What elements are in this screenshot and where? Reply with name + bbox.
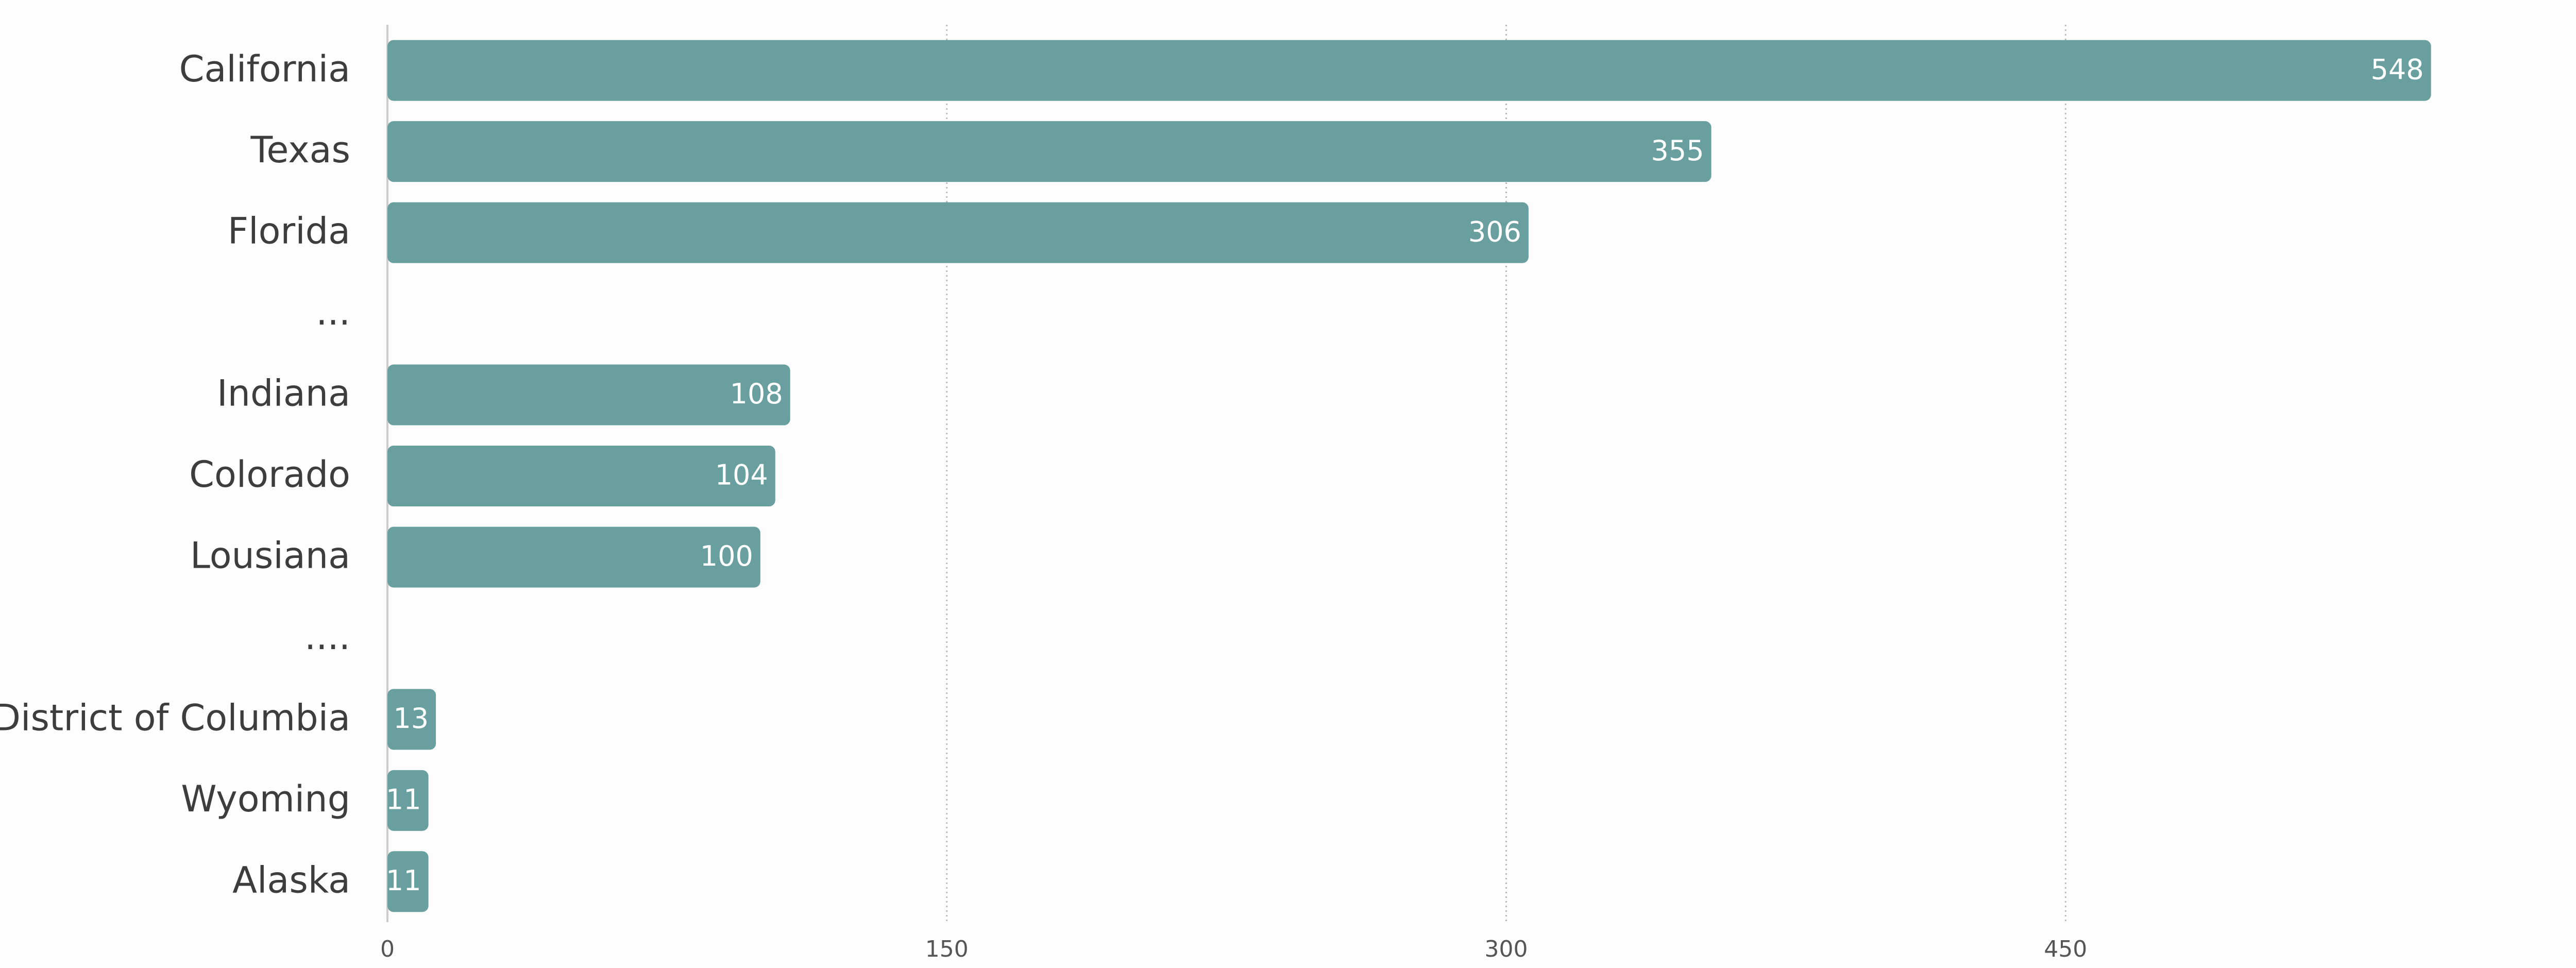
bar bbox=[387, 527, 760, 588]
category-label: Lousiana bbox=[190, 534, 350, 576]
category-label: California bbox=[179, 48, 350, 90]
value-label: 11 bbox=[386, 864, 421, 897]
bar bbox=[387, 689, 436, 750]
category-label: Texas bbox=[250, 129, 351, 171]
bar bbox=[387, 364, 790, 426]
value-label: 108 bbox=[730, 378, 783, 410]
value-label: 306 bbox=[1468, 215, 1521, 248]
category-label: Colorado bbox=[189, 453, 350, 496]
value-label: 548 bbox=[2371, 53, 2424, 86]
category-label: District of Columbia bbox=[0, 697, 350, 739]
bar bbox=[387, 446, 775, 506]
value-label: 100 bbox=[700, 540, 753, 572]
value-label: 104 bbox=[715, 459, 768, 491]
x-tick-label: 150 bbox=[925, 936, 969, 962]
x-tick-label: 300 bbox=[1485, 936, 1528, 962]
value-label: 13 bbox=[393, 702, 429, 735]
category-label: .... bbox=[304, 616, 350, 658]
bar bbox=[387, 851, 429, 912]
category-label: Indiana bbox=[217, 372, 350, 415]
x-tick-label: 450 bbox=[2044, 936, 2087, 962]
bar bbox=[387, 202, 1529, 263]
value-label: 355 bbox=[1651, 134, 1704, 167]
category-label: Wyoming bbox=[181, 778, 350, 820]
bar bbox=[387, 121, 1711, 182]
bar bbox=[387, 770, 429, 831]
value-label: 11 bbox=[386, 783, 421, 816]
x-tick-label: 0 bbox=[380, 936, 395, 962]
bar bbox=[387, 40, 2431, 101]
category-label: ... bbox=[316, 291, 350, 333]
category-label: Alaska bbox=[232, 859, 350, 901]
category-label: Florida bbox=[228, 210, 350, 252]
